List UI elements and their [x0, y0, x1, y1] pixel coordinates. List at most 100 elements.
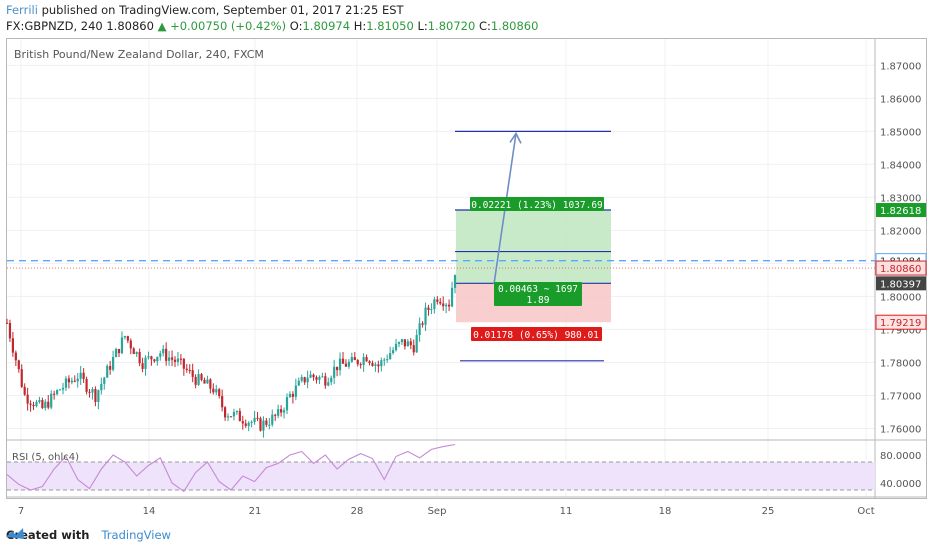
- candle-body: [76, 378, 79, 382]
- mid-label-1: 0.00463 ~ 1697: [498, 284, 578, 295]
- candle-body: [123, 336, 126, 338]
- candle-body: [173, 359, 177, 362]
- candle-body: [106, 366, 109, 378]
- candle-body: [306, 377, 309, 383]
- symbol: FX:GBPNZD, 240: [6, 19, 103, 33]
- candle-body: [221, 396, 224, 408]
- y-tick-label: 1.87000: [880, 61, 921, 72]
- candle-body: [47, 401, 50, 408]
- candle-body: [336, 366, 339, 371]
- last-price: 1.80860: [106, 19, 154, 33]
- candle-body: [450, 287, 454, 307]
- x-tick-label: 21: [249, 506, 262, 517]
- candle-body: [427, 307, 430, 310]
- candle-body: [73, 380, 76, 382]
- price-label-box: [876, 276, 926, 291]
- candle-body: [392, 350, 395, 354]
- candle-body: [397, 342, 401, 344]
- candle-body: [29, 403, 32, 405]
- candle-body: [170, 357, 174, 360]
- candle-body: [132, 348, 135, 355]
- candle-body: [147, 356, 150, 358]
- candle-body: [400, 339, 404, 343]
- candle-body: [344, 363, 348, 367]
- candle-body: [117, 349, 121, 354]
- candle-body: [380, 360, 383, 367]
- candle-body: [229, 416, 233, 418]
- candle-body: [32, 404, 35, 407]
- candle-body: [386, 359, 389, 361]
- price-label: 1.79219: [880, 318, 921, 329]
- candle-body: [224, 407, 227, 418]
- candle-body: [114, 349, 118, 358]
- candle-body: [138, 352, 141, 364]
- candle-body: [368, 361, 371, 364]
- candle-body: [445, 304, 448, 307]
- candle-body: [274, 414, 277, 416]
- candle-body: [126, 336, 129, 341]
- y-tick-label: 1.76000: [880, 424, 921, 435]
- candle-body: [135, 352, 138, 355]
- candle-body: [277, 409, 280, 416]
- candle-body: [418, 323, 421, 336]
- candle-body: [321, 376, 324, 378]
- candle-body: [412, 345, 415, 353]
- price-label-box: [875, 260, 927, 276]
- candle-body: [162, 348, 165, 354]
- high-value: 1.81050: [366, 19, 414, 33]
- candle-body: [58, 389, 62, 391]
- candle-body: [226, 416, 230, 418]
- candle-body: [406, 341, 409, 347]
- x-tick-label: Sep: [428, 506, 447, 517]
- candle-body: [194, 376, 197, 385]
- candle-body: [262, 420, 265, 431]
- candle-body: [403, 339, 406, 347]
- y-tick-label: 1.78000: [880, 358, 921, 369]
- candle-body: [409, 341, 412, 346]
- candle-body: [309, 374, 312, 378]
- close-label: C:: [478, 19, 491, 33]
- rsi-line[interactable]: [6, 443, 456, 493]
- open-value: 1.80974: [302, 19, 351, 33]
- y-tick-label: 1.79000: [880, 325, 921, 336]
- candle-body: [61, 387, 65, 390]
- candle-body: [97, 390, 100, 402]
- x-tick-label: 11: [560, 506, 573, 517]
- high-label: H:: [353, 19, 367, 33]
- candle-body: [394, 343, 398, 351]
- candle-body: [20, 369, 23, 387]
- candle-body: [256, 417, 259, 419]
- profit-label-box: [470, 197, 604, 211]
- candle-body: [165, 348, 168, 361]
- y-tick-label: 1.80000: [880, 292, 921, 303]
- mid-label-box: [494, 282, 582, 306]
- candle-body: [288, 393, 292, 398]
- loss-label-box: [471, 327, 602, 341]
- profit-zone[interactable]: [456, 210, 611, 284]
- author-name[interactable]: Ferrili: [6, 3, 38, 17]
- tradingview-brand[interactable]: TradingView: [101, 528, 171, 542]
- candle-body: [250, 421, 253, 423]
- y-tick-label: 1.77000: [880, 391, 921, 402]
- candle-body: [64, 378, 68, 388]
- candle-body: [176, 358, 180, 362]
- candle-body: [291, 393, 294, 397]
- candle-body: [338, 358, 342, 371]
- symbol-info: FX:GBPNZD, 240 1.80860 ▲ +0.00750 (+0.42…: [6, 19, 538, 33]
- loss-label: 0.01178 (0.65%) 980.01: [473, 330, 599, 341]
- candle-body: [209, 379, 212, 389]
- candle-body: [156, 356, 159, 362]
- candle-body: [347, 361, 350, 367]
- chart-title: British Pound/New Zealand Dollar, 240, F…: [14, 48, 264, 61]
- price-label-box: [875, 314, 927, 330]
- candle-body: [356, 360, 359, 365]
- candle-body: [120, 337, 124, 354]
- candle-body: [100, 383, 103, 391]
- candle-body: [44, 401, 47, 409]
- x-tick-label: Oct: [857, 506, 874, 517]
- candle-body: [282, 410, 286, 413]
- candle-body: [285, 397, 289, 411]
- candle-body: [85, 378, 88, 392]
- mid-label-2: 1.89: [527, 295, 550, 306]
